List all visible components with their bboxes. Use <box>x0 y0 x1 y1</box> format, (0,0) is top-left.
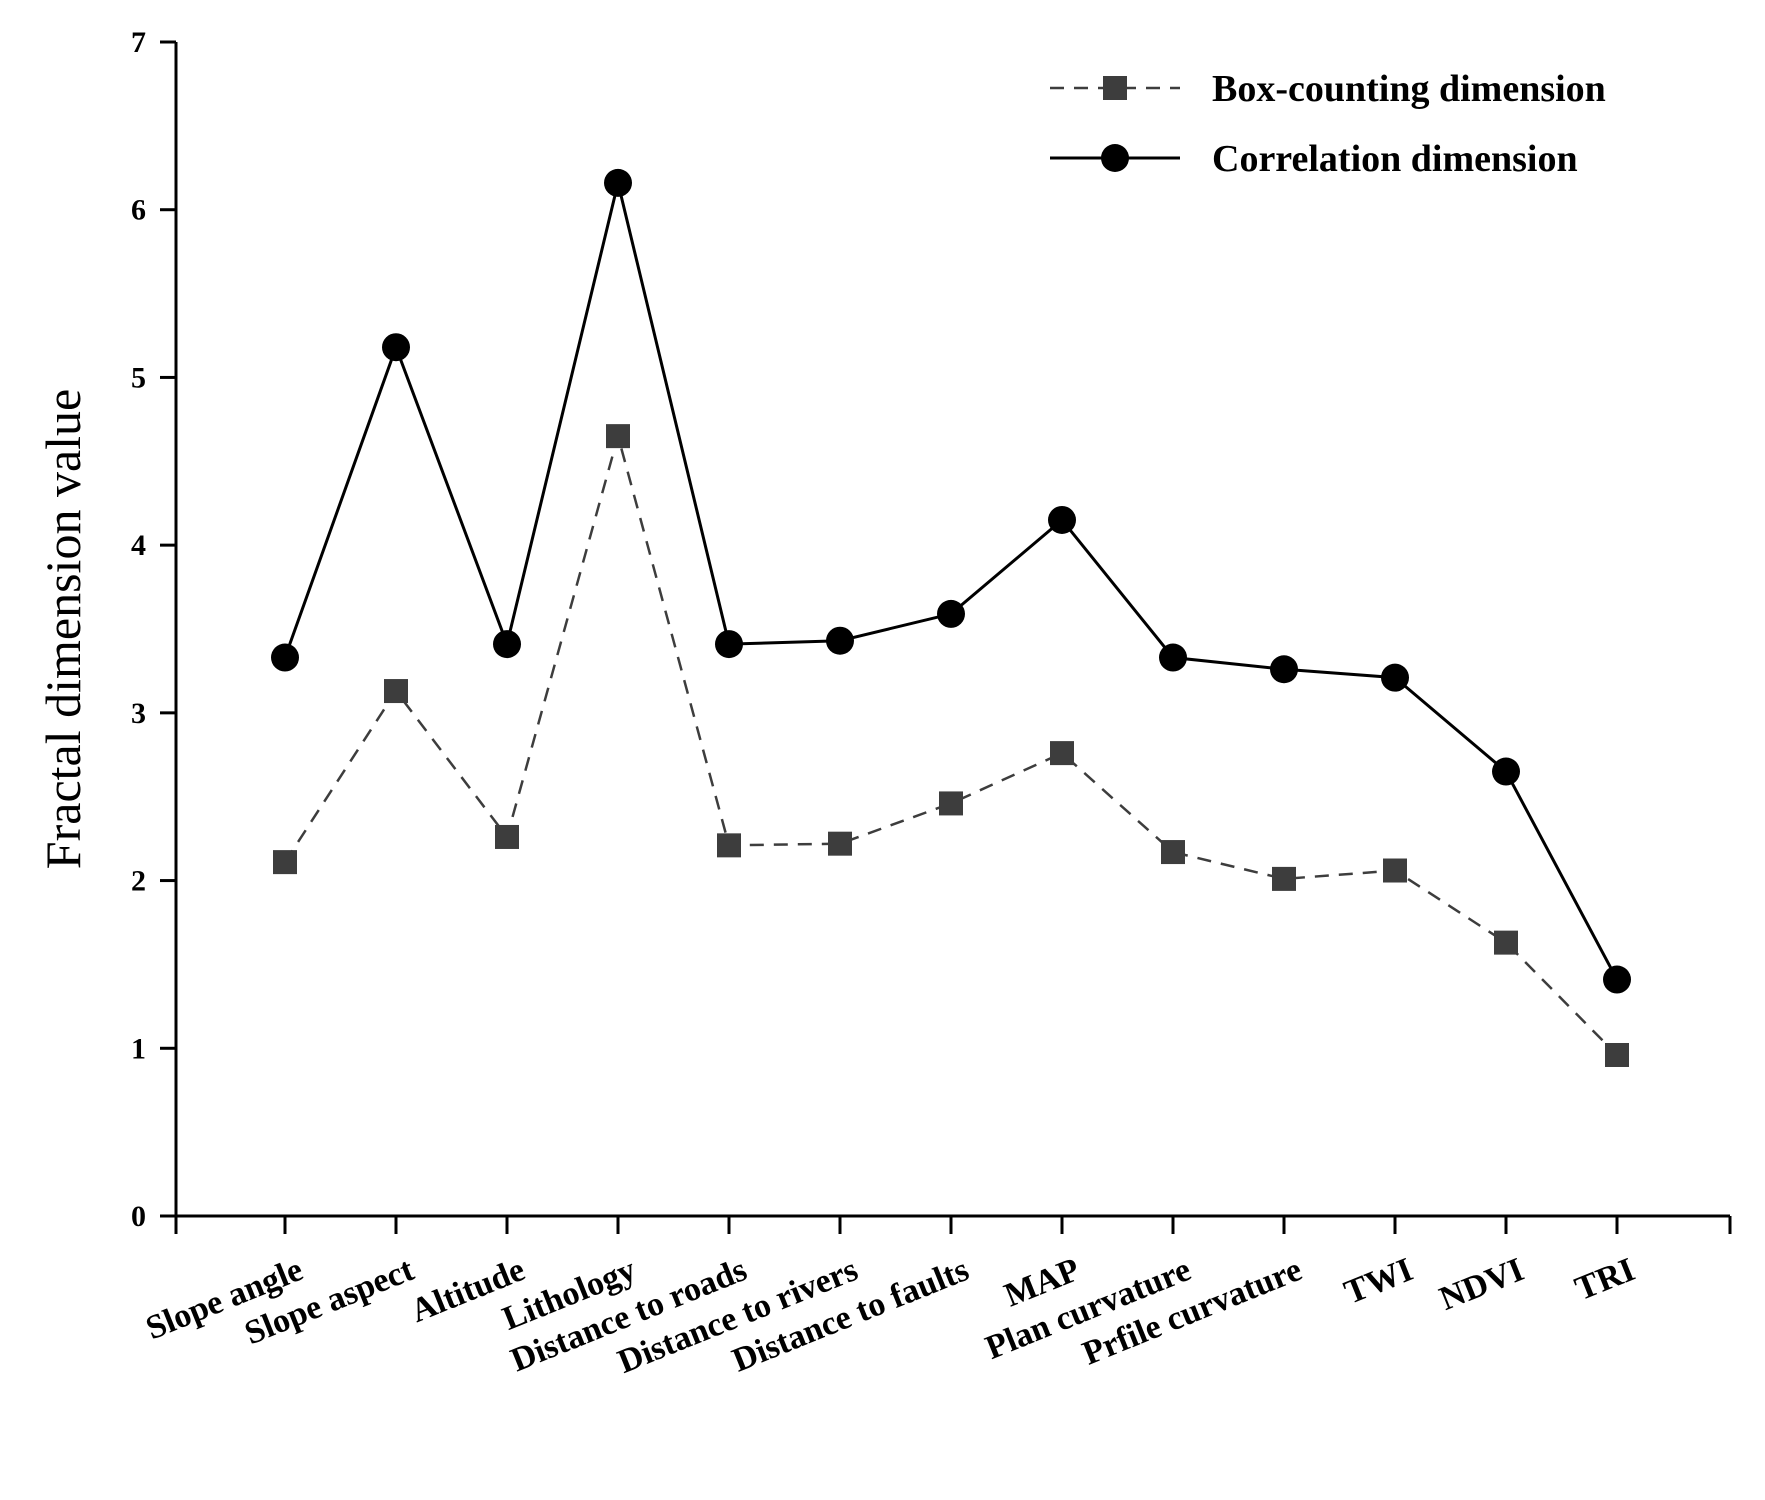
data-point-square <box>606 424 630 449</box>
data-point-square <box>1605 1042 1629 1067</box>
data-point-circle <box>382 333 410 362</box>
legend-marker-circle <box>1101 144 1129 172</box>
legend: Box-counting dimension Correlation dimens… <box>1050 68 1606 180</box>
data-point-circle <box>1381 663 1409 692</box>
series-correlation <box>271 168 1631 994</box>
data-point-circle <box>493 630 521 659</box>
legend-label: Box-counting dimension <box>1212 68 1606 110</box>
data-point-square <box>1161 840 1185 865</box>
y-tick-label: 0 <box>131 1200 146 1233</box>
data-point-square <box>717 833 741 858</box>
data-point-square <box>495 824 519 849</box>
legend-item: Box-counting dimension <box>1050 68 1606 110</box>
data-point-circle <box>715 630 743 659</box>
y-axis-title: Fractal dimension value <box>35 389 91 869</box>
data-point-circle <box>1048 505 1076 534</box>
series-box-counting <box>273 424 1629 1067</box>
data-point-square <box>384 679 408 704</box>
data-point-square <box>1383 858 1407 883</box>
x-category-label: TRI <box>1570 1251 1640 1308</box>
data-point-circle <box>1603 965 1631 994</box>
y-tick-label: 7 <box>131 26 146 59</box>
data-point-circle <box>937 599 965 628</box>
data-point-circle <box>1492 757 1520 786</box>
data-point-square <box>828 831 852 856</box>
y-tick-label: 4 <box>131 529 146 562</box>
data-point-square <box>1272 866 1296 891</box>
x-category-label: TWI <box>1339 1251 1418 1311</box>
data-point-square <box>939 791 963 816</box>
y-tick-label: 3 <box>131 697 146 730</box>
data-point-circle <box>1159 643 1187 672</box>
data-point-circle <box>271 643 299 672</box>
data-point-circle <box>1270 655 1298 684</box>
y-tick-label: 5 <box>131 361 146 394</box>
data-point-square <box>1050 741 1074 766</box>
series-layer <box>271 168 1631 1067</box>
data-point-square <box>273 850 297 875</box>
y-tick-label: 1 <box>131 1032 146 1065</box>
legend-item: Correlation dimension <box>1050 138 1578 180</box>
y-tick-label: 6 <box>131 194 146 227</box>
series-line <box>283 431 1618 1056</box>
data-point-circle <box>604 168 632 197</box>
y-tick-label: 2 <box>131 865 146 898</box>
legend-marker-square <box>1103 76 1127 100</box>
series-line <box>283 182 1619 981</box>
x-category-label: NDVI <box>1435 1251 1529 1318</box>
legend-label: Correlation dimension <box>1212 138 1578 180</box>
data-point-square <box>1494 930 1518 955</box>
data-point-circle <box>826 626 854 655</box>
